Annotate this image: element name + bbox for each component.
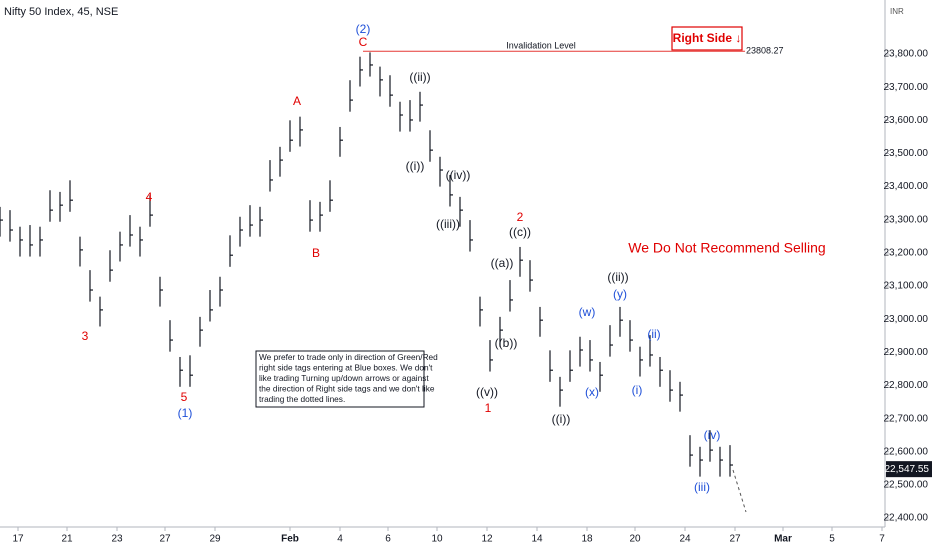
wave-label: ((i)) xyxy=(552,412,571,426)
wave-label: 3 xyxy=(82,329,89,343)
y-tick-label: 23,600.00 xyxy=(884,115,929,126)
wave-label: ((ii)) xyxy=(607,270,628,284)
note-line: like trading Turning up/down arrows or a… xyxy=(259,373,429,383)
wave-label: 5 xyxy=(181,390,188,404)
x-tick-label: 27 xyxy=(159,534,171,545)
wave-label: A xyxy=(293,94,301,108)
wave-label: (y) xyxy=(613,287,627,301)
x-tick-label: 18 xyxy=(581,534,593,545)
x-tick-label: 17 xyxy=(12,534,24,545)
note-line: trading the dotted lines. xyxy=(259,394,345,404)
x-tick-label: 21 xyxy=(61,534,73,545)
wave-label: (1) xyxy=(178,406,193,420)
chart-title: Nifty 50 Index, 45, NSE xyxy=(4,6,118,18)
currency: INR xyxy=(890,7,904,16)
right-side-tag: Right Side ↓ xyxy=(673,31,742,45)
wave-label: 2 xyxy=(517,210,524,224)
message: We Do Not Recommend Selling xyxy=(628,240,825,256)
x-tick-label: 12 xyxy=(481,534,493,545)
last-price-box xyxy=(886,461,932,478)
x-tick-label: 6 xyxy=(385,534,391,545)
x-tick-label: 20 xyxy=(629,534,641,545)
x-tick-label: 14 xyxy=(531,534,543,545)
wave-label: ((iii)) xyxy=(436,217,460,231)
y-tick-label: 23,000.00 xyxy=(884,314,929,325)
x-tick-label: 7 xyxy=(879,534,885,545)
x-tick-label: Feb xyxy=(281,534,299,545)
y-tick-label: 22,800.00 xyxy=(884,380,929,391)
wave-label: (iv) xyxy=(704,428,721,442)
note-line: the direction of Right side tags and we … xyxy=(259,384,435,394)
wave-label: ((v)) xyxy=(476,385,498,399)
note-line: We prefer to trade only in direction of … xyxy=(259,352,438,362)
invalidation-text: Invalidation Level xyxy=(506,41,576,51)
wave-label: ((b)) xyxy=(495,336,518,350)
wave-label: ((c)) xyxy=(509,225,531,239)
y-tick-label: 22,400.00 xyxy=(884,513,929,524)
x-tick-label: Mar xyxy=(774,534,792,545)
wave-label: (x) xyxy=(585,385,599,399)
x-tick-label: 24 xyxy=(679,534,691,545)
x-tick-label: 27 xyxy=(729,534,741,545)
y-tick-label: 22,500.00 xyxy=(884,480,929,491)
wave-label: C xyxy=(359,35,368,49)
y-tick-label: 23,100.00 xyxy=(884,281,929,292)
wave-label: (2) xyxy=(356,22,371,36)
x-tick-label: 10 xyxy=(431,534,443,545)
right-side-box xyxy=(671,26,743,51)
wave-label: 4 xyxy=(146,190,153,204)
projection xyxy=(732,469,747,513)
y-tick-label: 23,800.00 xyxy=(884,49,929,60)
wave-label: (i) xyxy=(632,383,643,397)
x-tick-label: 23 xyxy=(111,534,123,545)
wave-label: (ii) xyxy=(647,327,660,341)
wave-label: ((i)) xyxy=(406,159,425,173)
y-tick-label: 22,700.00 xyxy=(884,413,929,424)
note-line: right side tags entering at Blue boxes. … xyxy=(259,363,433,373)
y-tick-label: 23,700.00 xyxy=(884,82,929,93)
x-tick-label: 5 xyxy=(829,534,835,545)
wave-label: ((a)) xyxy=(491,256,514,270)
y-tick-label: 22,600.00 xyxy=(884,446,929,457)
wave-label: ((ii)) xyxy=(409,70,430,84)
wave-label: (w) xyxy=(579,305,596,319)
x-tick-label: 29 xyxy=(209,534,221,545)
note-box xyxy=(255,350,425,408)
wave-label: B xyxy=(312,246,320,260)
wave-label: ((iv)) xyxy=(446,168,471,182)
wave-label: 1 xyxy=(485,401,492,415)
y-tick-label: 23,200.00 xyxy=(884,248,929,259)
y-tick-label: 22,900.00 xyxy=(884,347,929,358)
last-price-label: 22,547.55 xyxy=(885,464,930,475)
y-tick-label: 23,300.00 xyxy=(884,214,929,225)
wave-label: (iii) xyxy=(694,480,710,494)
y-tick-label: 23,400.00 xyxy=(884,181,929,192)
x-tick-label: 4 xyxy=(337,534,343,545)
y-tick-label: 23,500.00 xyxy=(884,148,929,159)
invalidation-value: 23808.27 xyxy=(746,46,784,56)
